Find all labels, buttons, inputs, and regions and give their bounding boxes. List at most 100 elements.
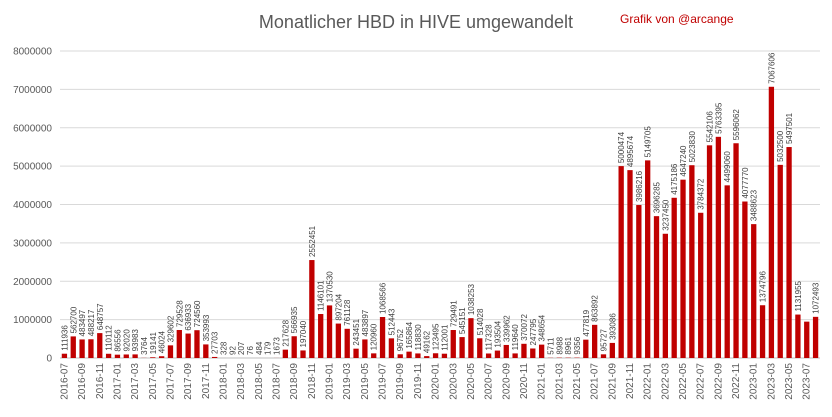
- bar: [203, 344, 209, 358]
- bar: [61, 353, 68, 358]
- bar: [194, 330, 200, 358]
- data-label: 111936: [60, 325, 69, 351]
- data-label: 724560: [193, 300, 202, 327]
- bar: [362, 339, 368, 358]
- data-label: 483497: [78, 309, 87, 336]
- x-tick-label: 2020-01: [431, 363, 442, 400]
- x-tick-label: 2017-05: [148, 363, 159, 400]
- x-tick-label: 2019-11: [413, 363, 424, 399]
- bar: [751, 224, 757, 358]
- x-tick-label: 2019-07: [378, 363, 389, 400]
- bar: [397, 354, 403, 358]
- data-label: 729491: [449, 300, 458, 327]
- bar: [309, 260, 315, 358]
- data-label: 545151: [458, 307, 467, 334]
- bar: [485, 353, 492, 358]
- data-label: 179: [264, 341, 273, 355]
- x-tick-label: 2016-11: [95, 363, 106, 399]
- x-tick-label: 2019-05: [360, 363, 371, 400]
- bar: [503, 344, 509, 358]
- data-label: 86556: [113, 329, 122, 352]
- data-label: 8961: [564, 336, 573, 354]
- x-tick-label: 2018-09: [289, 363, 300, 400]
- bar: [406, 351, 412, 358]
- bar: [795, 314, 801, 358]
- x-tick-label: 2023-07: [802, 363, 813, 400]
- x-tick-label: 2019-03: [342, 363, 353, 400]
- y-tick-label: 3000000: [13, 238, 52, 249]
- x-tick-label: 2023-01: [749, 363, 760, 400]
- data-label: 4077770: [741, 167, 750, 199]
- data-label: 95727: [599, 329, 608, 352]
- bar: [662, 233, 668, 358]
- data-label: 5032500: [776, 130, 785, 162]
- bar: [415, 353, 421, 358]
- bar: [432, 353, 439, 358]
- bar: [653, 216, 660, 358]
- data-label: 348654: [538, 314, 547, 341]
- data-label: 2552451: [308, 225, 317, 257]
- data-label: 1370530: [326, 271, 335, 303]
- bar: [176, 330, 182, 358]
- x-tick-label: 2023-05: [784, 363, 795, 400]
- data-label: 92020: [122, 329, 131, 352]
- bar: [282, 349, 288, 358]
- y-tick-label: 2000000: [13, 277, 52, 288]
- data-label: 5000474: [617, 131, 626, 163]
- data-label: 118830: [414, 324, 423, 351]
- bar: [424, 356, 430, 358]
- x-tick-label: 2016-07: [59, 363, 70, 400]
- y-tick-label: 1000000: [13, 315, 52, 326]
- data-label: 5023830: [688, 131, 697, 163]
- data-label: 1146101: [317, 280, 326, 311]
- data-label: 46024: [158, 330, 167, 353]
- x-tick-label: 2016-09: [77, 363, 88, 400]
- bar: [123, 354, 129, 358]
- data-label: 488217: [87, 309, 96, 336]
- bar: [379, 316, 386, 358]
- bar: [468, 318, 474, 358]
- bar: [627, 170, 633, 358]
- data-label: 729528: [175, 300, 184, 327]
- data-label: 484: [255, 341, 264, 355]
- bar: [592, 324, 598, 358]
- x-tick-label: 2017-09: [183, 363, 194, 400]
- x-tick-label: 2021-09: [607, 363, 618, 400]
- bar: [105, 353, 112, 358]
- bar: [388, 338, 395, 358]
- x-tick-label: 2023-03: [766, 363, 777, 400]
- data-label: 483897: [361, 309, 370, 336]
- data-label: 207: [237, 341, 246, 355]
- bar: [167, 345, 174, 358]
- bar: [777, 164, 783, 358]
- bar: [344, 328, 350, 358]
- data-label: 27703: [211, 331, 220, 354]
- y-tick-label: 0: [46, 354, 52, 365]
- bar: [706, 145, 713, 358]
- x-tick-label: 2020-11: [519, 363, 530, 399]
- data-label: 3764: [140, 337, 149, 355]
- bar: [645, 160, 651, 358]
- bar: [494, 350, 501, 358]
- data-label: 393086: [608, 313, 617, 340]
- x-tick-label: 2018-11: [307, 363, 318, 399]
- data-label: 243451: [352, 318, 361, 345]
- bar: [88, 339, 94, 358]
- data-label: 9356: [573, 336, 582, 354]
- data-label: 353993: [202, 314, 211, 341]
- data-label: 3237450: [661, 199, 670, 231]
- bar: [212, 356, 218, 358]
- bar: [512, 353, 518, 358]
- data-label: 863892: [591, 295, 600, 322]
- x-tick-label: 2018-01: [218, 363, 229, 400]
- data-label: 5542106: [706, 111, 715, 143]
- x-tick-label: 2021-03: [554, 363, 565, 400]
- bar: [680, 179, 686, 358]
- data-label: 514028: [476, 308, 485, 335]
- x-tick-label: 2018-07: [272, 363, 283, 400]
- x-tick-label: 2021-01: [537, 363, 548, 400]
- bar: [538, 344, 545, 358]
- bar: [618, 166, 624, 358]
- data-label: 76: [246, 346, 255, 355]
- data-label: 1374796: [759, 271, 768, 303]
